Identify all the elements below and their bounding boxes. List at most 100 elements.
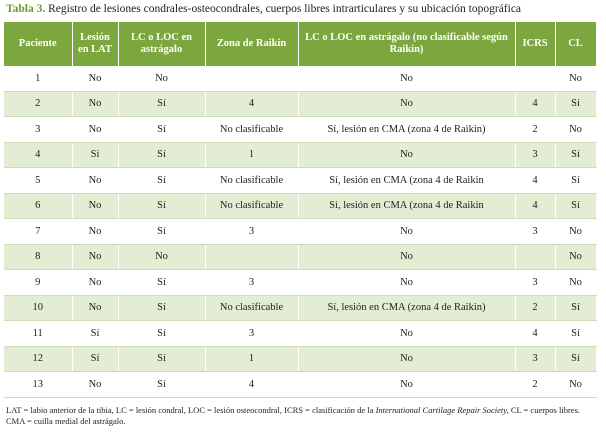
table-cell: Sí bbox=[555, 320, 597, 347]
table-cell: 4 bbox=[4, 142, 73, 168]
table-row: 10 No Sí No clasificable Sí, lesión en CMA (… bbox=[4, 295, 597, 321]
table-cell: Sí, lesión en CMA (zona 4 de Raikin) bbox=[298, 116, 516, 143]
table-cell: No bbox=[298, 371, 516, 398]
table-cell: No bbox=[72, 66, 119, 92]
table-cell: No bbox=[555, 269, 597, 296]
table-cell: Sí bbox=[118, 91, 206, 117]
table-row: 3 No Sí No clasificable Sí, lesión en CMA (z… bbox=[4, 116, 597, 143]
table-cell: Sí bbox=[118, 116, 206, 143]
column-header: ICRS bbox=[515, 22, 556, 66]
table-cell: No bbox=[298, 346, 516, 372]
table-row: 13 No Sí 4 No 2 No bbox=[4, 371, 597, 398]
table-cell: Sí bbox=[72, 142, 119, 168]
table-cell: Sí bbox=[555, 167, 597, 194]
table-cell: 11 bbox=[4, 320, 73, 347]
table-cell: No bbox=[555, 218, 597, 245]
table-cell: Sí bbox=[555, 142, 597, 168]
table-cell bbox=[205, 66, 299, 92]
table-cell: No bbox=[298, 320, 516, 347]
title-text: Registro de lesiones condrales-osteocond… bbox=[48, 3, 522, 15]
table-cell: 3 bbox=[205, 320, 299, 347]
header-row: Paciente Lesión en LAT LC o LOC en astrága… bbox=[4, 22, 597, 66]
table-cell: No clasificable bbox=[205, 295, 299, 321]
table-cell: No bbox=[72, 91, 119, 117]
column-header: Lesión en LAT bbox=[72, 22, 119, 66]
table-cell: No bbox=[72, 244, 119, 270]
table-cell: Sí bbox=[118, 320, 206, 347]
table-cell: 4 bbox=[205, 91, 299, 117]
table-cell: No clasificable bbox=[205, 167, 299, 194]
table-cell: 2 bbox=[4, 91, 73, 117]
footnote: LAT = labio anterior de la tibia, LC = l… bbox=[6, 405, 600, 427]
table-cell: 4 bbox=[515, 320, 556, 347]
table-cell: No bbox=[72, 269, 119, 296]
table-cell: 3 bbox=[515, 346, 556, 372]
table-cell: 3 bbox=[515, 269, 556, 296]
table-cell: 3 bbox=[205, 269, 299, 296]
column-header: Zona de Raikin bbox=[205, 22, 299, 66]
table-row: 6 No Sí No clasificable Sí, lesión en CMA (z… bbox=[4, 193, 597, 219]
table-cell: 4 bbox=[515, 167, 556, 194]
table-cell: No bbox=[555, 371, 597, 398]
table-cell: Sí, lesión en CMA (zona 4 de Raikin bbox=[298, 193, 516, 219]
table-cell: Sí bbox=[118, 167, 206, 194]
table-cell: 8 bbox=[4, 244, 73, 270]
table-row: 1 No No No No bbox=[4, 66, 597, 92]
table-cell: No bbox=[298, 66, 516, 92]
table-cell: Sí bbox=[72, 346, 119, 372]
table-cell: No bbox=[298, 244, 516, 270]
table-cell: 3 bbox=[205, 218, 299, 245]
table-cell: 10 bbox=[4, 295, 73, 321]
table-cell: No bbox=[72, 295, 119, 321]
table-cell: 5 bbox=[4, 167, 73, 194]
table-cell: 9 bbox=[4, 269, 73, 296]
column-header: CL bbox=[555, 22, 597, 66]
table-head: Paciente Lesión en LAT LC o LOC en astrága… bbox=[4, 22, 597, 66]
table-cell: No clasificable bbox=[205, 193, 299, 219]
table-cell: 7 bbox=[4, 218, 73, 245]
table-cell: 12 bbox=[4, 346, 73, 372]
table-cell: No bbox=[555, 116, 597, 143]
table-cell: Sí bbox=[555, 193, 597, 219]
table-row: 8 No No No No bbox=[4, 244, 597, 270]
footnote-italic: International Cartilage Repair Society, bbox=[375, 405, 509, 415]
footnote-text: CL = cuerpos libres. CMA = cuilla medial… bbox=[6, 405, 581, 426]
table-cell: Sí, lesión en CMA (zona 4 de Raikin bbox=[298, 167, 516, 194]
table-cell: Sí bbox=[555, 346, 597, 372]
table-cell bbox=[205, 244, 299, 270]
table-cell: No bbox=[298, 142, 516, 168]
table-cell bbox=[515, 66, 556, 92]
table-row: 11 Sí Sí 3 No 4 Sí bbox=[4, 320, 597, 347]
table-cell: No clasificable bbox=[205, 116, 299, 143]
table-cell: No bbox=[72, 116, 119, 143]
column-header: Paciente bbox=[4, 22, 73, 66]
table-cell: Sí bbox=[118, 371, 206, 398]
table-cell: 1 bbox=[4, 66, 73, 92]
table-cell: No bbox=[298, 218, 516, 245]
table-cell: No bbox=[72, 371, 119, 398]
table-cell: 6 bbox=[4, 193, 73, 219]
table-cell: No bbox=[72, 218, 119, 245]
table-cell: Sí bbox=[118, 269, 206, 296]
table-cell: Sí bbox=[555, 295, 597, 321]
table-cell: 1 bbox=[205, 142, 299, 168]
table-cell: No bbox=[555, 244, 597, 270]
column-header: LC o LOC en astrágalo (no clasificable s… bbox=[298, 22, 516, 66]
table-cell: Sí bbox=[72, 320, 119, 347]
table-cell: Sí bbox=[555, 91, 597, 117]
table-cell: 4 bbox=[205, 371, 299, 398]
table-cell: Sí bbox=[118, 142, 206, 168]
table-row: 7 No Sí 3 No 3 No bbox=[4, 218, 597, 245]
table-cell bbox=[515, 244, 556, 270]
table-cell: No bbox=[118, 66, 206, 92]
title-label: Tabla 3. bbox=[6, 3, 46, 15]
table-title: Tabla 3. Registro de lesiones condrales-… bbox=[6, 3, 521, 15]
table-row: 4 Sí Sí 1 No 3 Sí bbox=[4, 142, 597, 168]
table-row: 5 No Sí No clasificable Sí, lesión en CMA (z… bbox=[4, 167, 597, 194]
table-body: 1 No No No No 2 No Sí 4 No 4 Sí 3 No Sí No clasificable… bbox=[4, 66, 597, 398]
table-cell: 13 bbox=[4, 371, 73, 398]
column-header: LC o LOC en astrágalo bbox=[118, 22, 206, 66]
table-cell: 3 bbox=[515, 218, 556, 245]
table-cell: Sí, lesión en CMA (zona 4 de Raikin) bbox=[298, 295, 516, 321]
table-row: 2 No Sí 4 No 4 Sí bbox=[4, 91, 597, 117]
